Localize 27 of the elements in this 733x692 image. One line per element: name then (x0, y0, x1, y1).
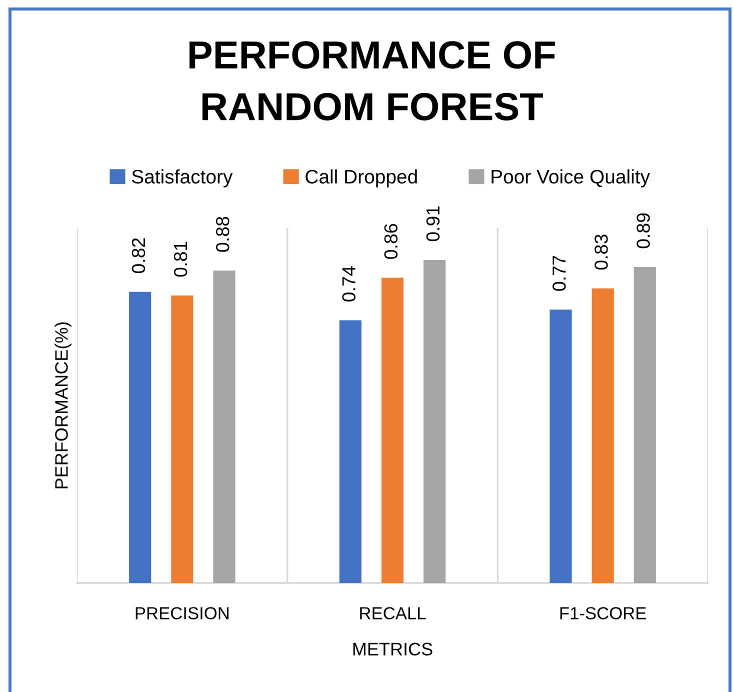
data-label: 0.74 (342, 266, 356, 302)
x-tick-label: PRECISION (136, 607, 228, 620)
legend-label: Satisfactory (132, 169, 233, 188)
data-label: 0.86 (384, 224, 398, 259)
chart-title: PERFORMANCE OF RANDOM FOREST (190, 41, 555, 120)
data-label: 0.81 (174, 242, 188, 277)
y-axis-title: PERFORMANCE(%) (54, 322, 72, 488)
data-label: 0.89 (636, 213, 650, 248)
x-tick-label: F1-SCORE (560, 607, 646, 620)
bar (550, 310, 572, 583)
x-axis-title: METRICS (353, 642, 432, 656)
bar (213, 270, 236, 583)
bar (381, 278, 404, 583)
data-label: 0.83 (594, 234, 608, 270)
legend-label: Poor Voice Quality (492, 169, 650, 188)
bar (424, 260, 446, 583)
legend-label: Call Dropped (306, 169, 417, 188)
x-tick-label: RECALL (360, 607, 426, 620)
bar (592, 288, 614, 583)
bar (171, 295, 194, 583)
bar (129, 292, 152, 583)
data-label: 0.82 (132, 238, 146, 274)
data-label: 0.91 (426, 206, 440, 242)
data-label: 0.88 (216, 216, 230, 252)
data-label: 0.77 (552, 256, 566, 291)
bar (339, 320, 362, 583)
bar (634, 267, 656, 583)
